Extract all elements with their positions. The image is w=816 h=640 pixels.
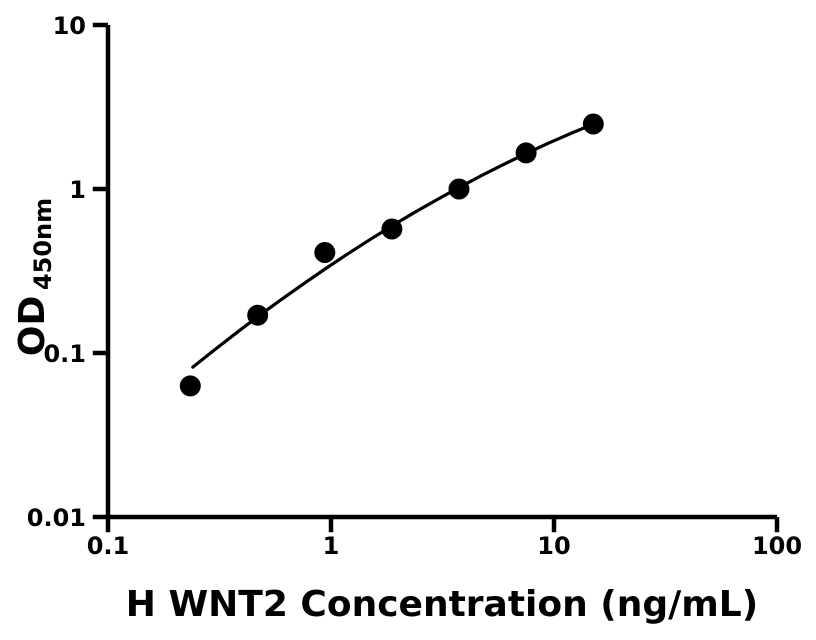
y-tick-label: 1 xyxy=(69,176,86,204)
y-tick-label: 10 xyxy=(53,12,86,40)
x-tick-label: 10 xyxy=(537,532,570,560)
y-axis-title: OD 450nm xyxy=(12,198,57,356)
data-point xyxy=(247,304,269,326)
x-axis-title: H WNT2 Concentration (ng/mL) xyxy=(126,584,758,625)
y-axis-title-subscript: 450nm xyxy=(29,198,57,290)
axis-layer xyxy=(92,22,780,533)
data-point xyxy=(515,142,537,164)
y-tick-label: 0.01 xyxy=(27,504,86,532)
x-tick-label: 100 xyxy=(752,532,802,560)
axis-lines xyxy=(105,25,777,520)
x-tick-label: 1 xyxy=(323,532,340,560)
x-tick-label: 0.1 xyxy=(87,532,130,560)
data-point xyxy=(448,178,470,200)
data-point-layer xyxy=(179,113,604,397)
y-axis-title-main: OD xyxy=(12,296,53,357)
data-point xyxy=(314,242,336,263)
data-point xyxy=(582,113,604,135)
y-tick-label: 0.1 xyxy=(43,340,86,368)
data-point xyxy=(179,375,201,397)
data-point xyxy=(381,218,403,240)
